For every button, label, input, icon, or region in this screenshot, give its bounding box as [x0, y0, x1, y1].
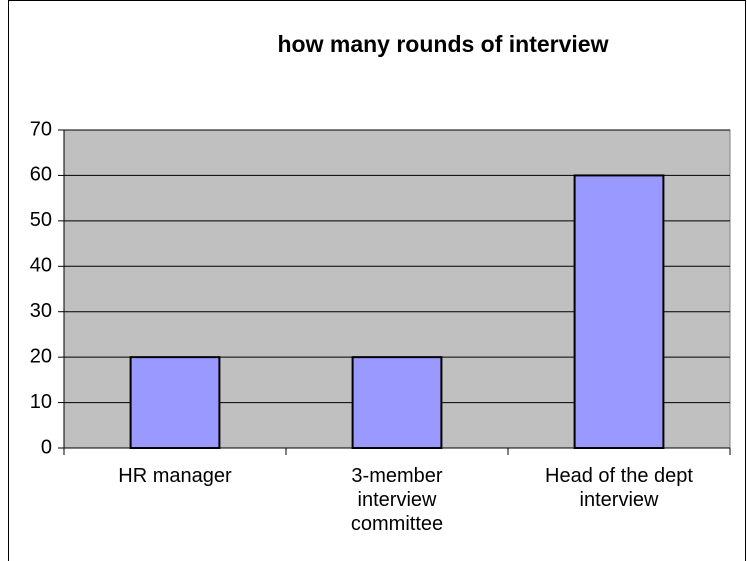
y-tick-label: 30: [30, 300, 52, 322]
chart-title: how many rounds of interview: [278, 31, 609, 57]
bar: [573, 174, 665, 450]
y-tick-label: 50: [30, 209, 52, 231]
x-tick-label: Head of the dept interview: [545, 465, 693, 511]
bar: [351, 356, 443, 449]
y-tick-label: 0: [41, 436, 52, 458]
y-tick-label: 20: [30, 345, 52, 367]
x-tick-label: HR manager: [118, 465, 232, 487]
chart-border: [8, 0, 746, 561]
bar: [129, 356, 221, 449]
y-tick-label: 10: [30, 391, 52, 413]
y-tick-label: 40: [30, 255, 52, 277]
y-tick-label: 60: [30, 164, 52, 186]
x-tick-label: 3-member interview committee: [350, 465, 444, 535]
y-tick-label: 70: [30, 118, 52, 140]
